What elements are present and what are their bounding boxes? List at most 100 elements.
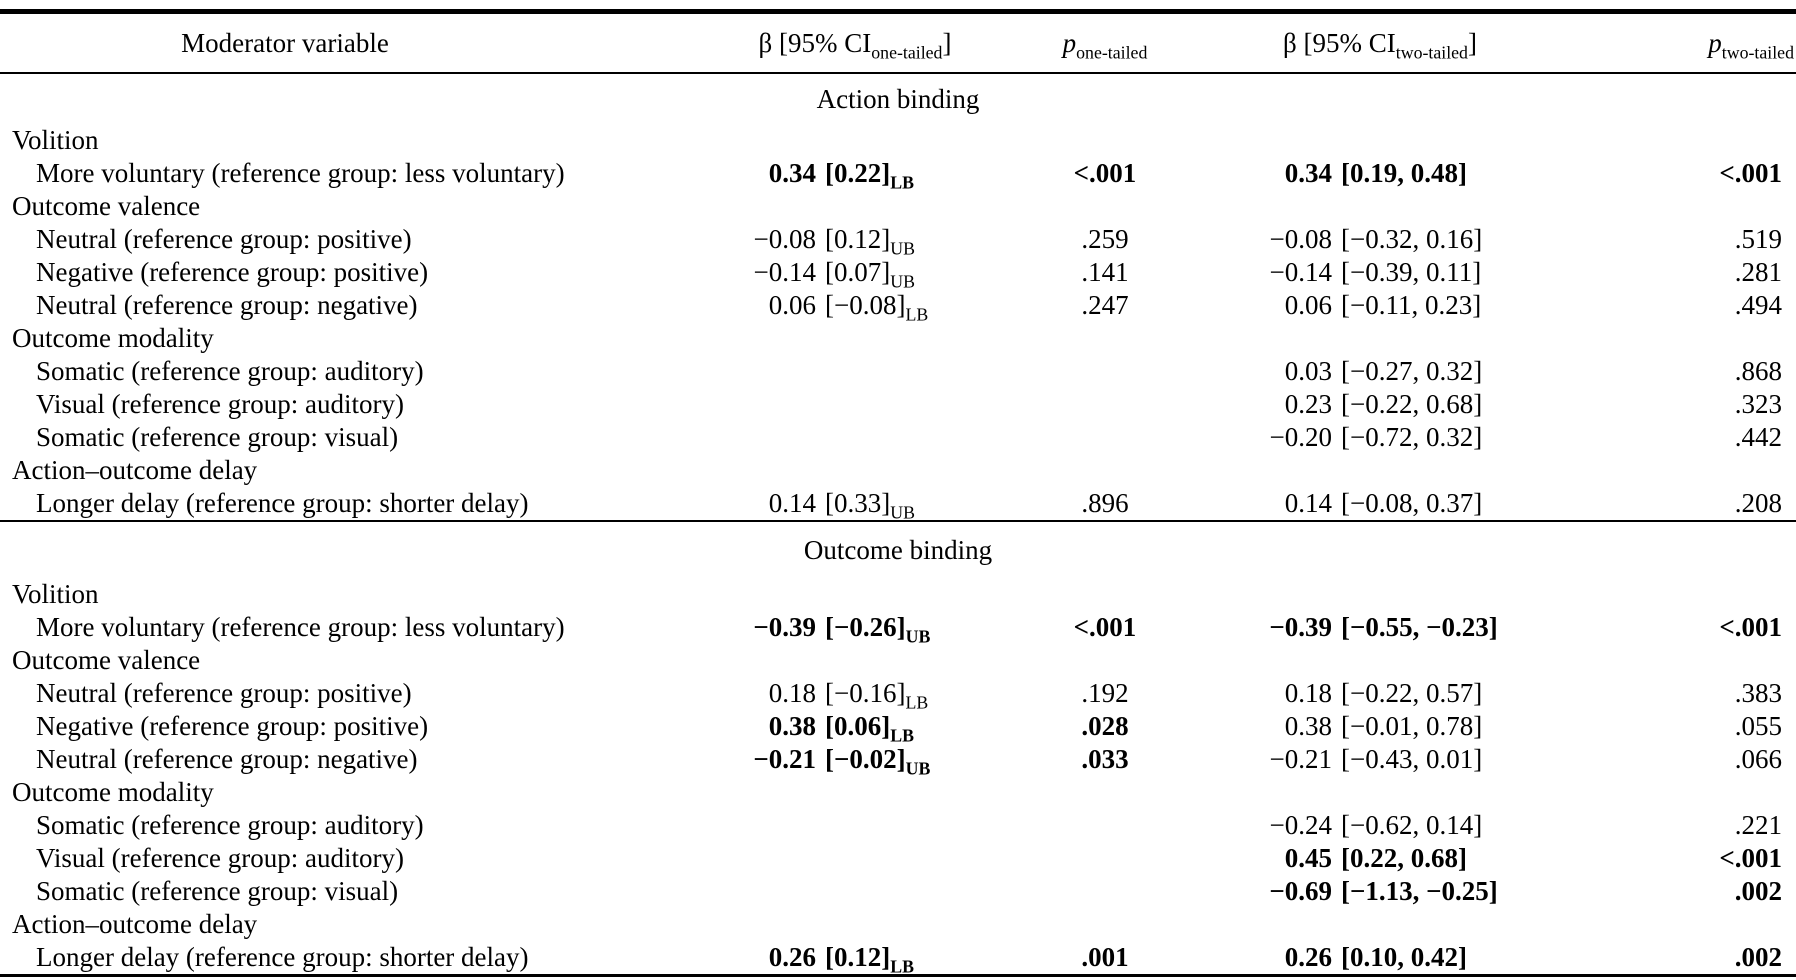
header-beta-ci-two-tailed: β [95% CItwo-tailed]	[1200, 11, 1560, 74]
beta-value: 0.18	[1284, 678, 1332, 708]
beta-ci-one-tailed-cell	[700, 842, 1010, 875]
beta-ci-one-tailed-cell	[700, 809, 1010, 842]
beta-ci-one-tailed-cell: 0.06 [−0.08]LB	[700, 289, 1010, 323]
p-value: .383	[1734, 678, 1782, 708]
confidence-interval-value: [−0.22, 0.57]	[1341, 678, 1483, 708]
beta-value: 0.06	[1284, 290, 1332, 320]
section-header-row: Action binding	[0, 73, 1796, 124]
beta-ci-two-tailed-cell: −0.69 [−1.13, −0.25]	[1200, 875, 1560, 908]
p-two-tailed-cell: <.001	[1560, 842, 1796, 875]
p-one-tailed-cell	[1010, 355, 1200, 388]
beta-value: −0.08	[753, 224, 816, 254]
moderator-variable-label: Negative (reference group: positive)	[36, 257, 429, 287]
p-one-tailed-cell	[1010, 388, 1200, 421]
p-one-tailed-cell	[1010, 908, 1200, 941]
moderator-analysis-table: Moderator variable β [95% CIone-tailed] …	[0, 9, 1796, 977]
moderator-variable-label: Somatic (reference group: auditory)	[36, 810, 424, 840]
p-value: .066	[1734, 744, 1782, 774]
ci-bound-subscript: UB	[890, 502, 915, 523]
confidence-interval-value: [0.22, 0.68]	[1341, 843, 1467, 873]
moderator-variable-label: More voluntary (reference group: less vo…	[36, 158, 565, 188]
beta-ci-one-tailed-cell: 0.14 [0.33]UB	[700, 487, 1010, 521]
moderator-variable-label: Action–outcome delay	[12, 455, 258, 485]
ci-bound-subscript: UB	[890, 271, 915, 292]
ci-bound-subscript: UB	[905, 758, 931, 779]
beta-value: 0.03	[1284, 356, 1332, 386]
beta-ci-two-tailed-cell: −0.21 [−0.43, 0.01]	[1200, 743, 1560, 776]
moderator-group-row: Action–outcome delay	[0, 454, 1796, 487]
beta-ci-two-tailed-cell	[1200, 578, 1560, 611]
moderator-data-row: Visual (reference group: auditory) 0.45 [0…	[0, 842, 1796, 875]
beta-ci-two-tailed-cell: 0.14 [−0.08, 0.37]	[1200, 487, 1560, 521]
p-value: <.001	[1719, 612, 1782, 642]
header-beta-ci-one-tailed: β [95% CIone-tailed]	[700, 11, 1010, 74]
moderator-group-row: Outcome valence	[0, 190, 1796, 223]
moderator-variable-label: Volition	[12, 125, 99, 155]
p-two-tailed-cell: .323	[1560, 388, 1796, 421]
beta-ci-two-tailed-cell	[1200, 644, 1560, 677]
beta-ci-one-tailed-cell	[700, 124, 1010, 157]
beta-ci-one-tailed-cell: 0.38 [0.06]LB	[700, 710, 1010, 744]
p-value: .247	[1081, 290, 1129, 320]
moderator-variable-label: Outcome modality	[12, 323, 214, 353]
confidence-interval-value: [0.07]	[825, 257, 891, 287]
p-two-tailed-cell	[1560, 776, 1796, 809]
p-value: .281	[1734, 257, 1782, 287]
p-one-tailed-cell	[1010, 124, 1200, 157]
p-value: .141	[1081, 257, 1129, 287]
p-value: .192	[1081, 678, 1129, 708]
p-value: .896	[1081, 488, 1129, 518]
moderator-variable-label: Longer delay (reference group: shorter d…	[36, 942, 529, 972]
p-two-tailed-cell	[1560, 908, 1796, 941]
confidence-interval-value: [0.06]	[825, 711, 891, 741]
p-value: .033	[1081, 744, 1129, 774]
confidence-interval-value: [0.10, 0.42]	[1341, 942, 1467, 972]
beta-ci-two-tailed-cell: 0.38 [−0.01, 0.78]	[1200, 710, 1560, 743]
beta-ci-one-tailed-cell	[700, 875, 1010, 908]
p-value: .494	[1734, 290, 1782, 320]
beta-ci-two-tailed-cell: −0.14 [−0.39, 0.11]	[1200, 256, 1560, 289]
beta-value: 0.06	[768, 290, 816, 320]
beta-ci-one-tailed-cell	[700, 454, 1010, 487]
confidence-interval-value: [−1.13, −0.25]	[1341, 876, 1498, 906]
header-bracket-close: ]	[1467, 27, 1477, 58]
moderator-data-row: Negative (reference group: positive) 0.38…	[0, 710, 1796, 744]
beta-value: 0.26	[768, 942, 816, 972]
moderator-group-row: Outcome modality	[0, 322, 1796, 355]
p-value: .221	[1734, 810, 1782, 840]
p-value: .208	[1734, 488, 1782, 518]
confidence-interval-value: [−0.02]	[825, 744, 906, 774]
confidence-interval-value: [−0.26]	[825, 612, 906, 642]
p-value: .055	[1734, 711, 1782, 741]
beta-ci-one-tailed-cell	[700, 355, 1010, 388]
confidence-interval-value: [−0.62, 0.14]	[1341, 810, 1483, 840]
header-bracket-close: ]	[942, 27, 952, 58]
p-one-tailed-cell: .192	[1010, 677, 1200, 710]
moderator-data-row: Longer delay (reference group: shorter d…	[0, 941, 1796, 976]
ci-bound-subscript: LB	[905, 692, 929, 713]
confidence-interval-value: [−0.01, 0.78]	[1341, 711, 1483, 741]
p-value: .002	[1734, 876, 1782, 906]
p-two-tailed-cell: .055	[1560, 710, 1796, 743]
beta-ci-two-tailed-cell: 0.34 [0.19, 0.48]	[1200, 157, 1560, 190]
p-one-tailed-cell	[1010, 875, 1200, 908]
p-one-tailed-cell	[1010, 421, 1200, 454]
beta-value: −0.69	[1269, 876, 1332, 906]
p-value: .323	[1734, 389, 1782, 419]
p-symbol: p	[1062, 27, 1077, 58]
p-two-tailed-cell: .519	[1560, 223, 1796, 256]
beta-ci-two-tailed-cell	[1200, 124, 1560, 157]
beta-value: 0.38	[1284, 711, 1332, 741]
moderator-variable-label: Somatic (reference group: visual)	[36, 876, 399, 906]
moderator-data-row: Neutral (reference group: negative) 0.06 […	[0, 289, 1796, 323]
p-one-tailed-cell: .259	[1010, 223, 1200, 256]
moderator-data-row: Neutral (reference group: negative) −0.21…	[0, 743, 1796, 779]
beta-ci-two-tailed-cell: 0.45 [0.22, 0.68]	[1200, 842, 1560, 875]
p-two-tailed-cell: .221	[1560, 809, 1796, 842]
moderator-variable-label: Somatic (reference group: auditory)	[36, 356, 424, 386]
p-one-tailed-cell	[1010, 322, 1200, 355]
p-one-tailed-cell: .896	[1010, 487, 1200, 521]
p-two-tailed-cell: .494	[1560, 289, 1796, 322]
ci-bound-subscript: LB	[890, 172, 914, 193]
